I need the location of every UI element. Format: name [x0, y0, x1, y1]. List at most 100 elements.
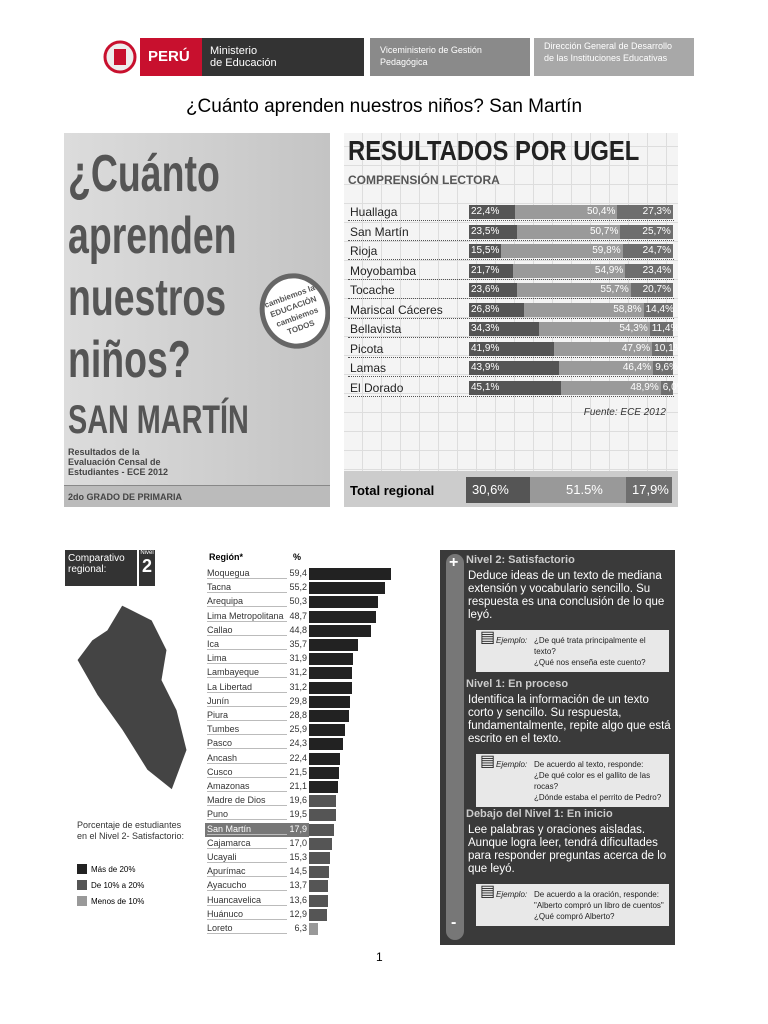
level-badge: Nivel 2: [139, 550, 155, 586]
regional-heading: Comparativo regional:: [65, 550, 137, 586]
ugel-bar-low: 26,8%: [469, 302, 524, 317]
region-bar: [309, 752, 340, 765]
region-name: Ica: [207, 639, 287, 650]
region-bar: [309, 766, 339, 779]
legend-title: Porcentaje de estudiantes en el Nivel 2-…: [77, 820, 185, 841]
ugel-bar-mid: 54,3%: [538, 322, 650, 336]
region-name: Huánuco: [207, 909, 287, 920]
document-icon: ▤: [480, 753, 496, 770]
regional-comparison: Comparativo regional: Nivel 2 Porcentaje …: [65, 550, 393, 942]
ugel-bar-low: 21,7%: [469, 263, 514, 278]
region-value: 21,1: [289, 781, 307, 791]
ugel-bar-high: 20,7%: [630, 283, 673, 297]
example-line: ¿De qué color es el gallito de las rocas…: [534, 771, 651, 791]
region-name: Loreto: [207, 923, 287, 934]
region-name: Ucayali: [207, 852, 287, 863]
level-example: ▤ Ejemplo: De acuerdo a la oración, respon…: [476, 884, 669, 926]
region-value: 55,2: [289, 582, 307, 593]
region-row: Huánuco 12,9: [205, 908, 393, 922]
level-description: Lee palabras y oraciones aisladas. Aunqu…: [468, 824, 667, 875]
region-row: Ancash 22,4: [205, 752, 393, 766]
region-row: Piura 28,8: [205, 709, 393, 723]
region-bar: [309, 724, 345, 737]
region-value: 19,6: [289, 795, 307, 806]
level-example: ▤ Ejemplo: De acuerdo al texto, responde: ¿…: [476, 754, 669, 807]
ugel-row: El Dorado 45,1% 48,9% 6,0%: [348, 379, 686, 397]
ugel-name: Moyobamba: [350, 263, 417, 278]
total-low: 30,6%: [466, 477, 530, 503]
achievement-levels: + - Nivel 2: Satisfactorio Deduce ideas …: [440, 550, 675, 945]
region-name: Cajamarca: [207, 838, 287, 849]
ugel-row: Huallaga 22,4% 50,4% 27,3%: [348, 203, 674, 221]
region-name: Lima Metropolitana: [207, 611, 287, 622]
region-row: Pasco 24,3: [205, 737, 393, 751]
cover-line: niños?: [68, 331, 191, 389]
ugel-subtitle: COMPRENSIÓN LECTORA: [348, 173, 500, 187]
ugel-bar-high: 25,7%: [620, 224, 673, 239]
region-bar: [309, 866, 330, 879]
region-bar: [309, 596, 379, 609]
ugel-bar-high: 27,3%: [617, 205, 673, 219]
example-line: ¿Qué compró Alberto?: [534, 912, 615, 921]
region-name: Piura: [207, 710, 287, 721]
region-row: Lambayeque 31,2: [205, 666, 393, 680]
region-value: 31,2: [289, 667, 307, 678]
region-value: 24,3: [289, 738, 307, 749]
legend-label: Más de 20%: [91, 864, 136, 874]
region-row: Ica 35,7: [205, 638, 393, 652]
document-icon: ▤: [480, 883, 496, 900]
col-region: Región*: [209, 552, 244, 562]
ugel-bar-low: 23,5%: [469, 224, 517, 239]
region-bar: [309, 568, 391, 580]
ugel-row: Moyobamba 21,7% 54,9% 23,4%: [348, 262, 674, 280]
ugel-name: Rioja: [350, 244, 378, 258]
ugel-bar-mid: 46,4%: [558, 361, 654, 375]
region-row: Amazonas 21,1: [205, 780, 393, 794]
peru-map: [76, 604, 188, 791]
region-name: Tumbes: [207, 724, 287, 736]
ugel-title: RESULTADOS POR UGEL: [348, 135, 640, 166]
ugel-row: Rioja 15,5% 59,8% 24,7%: [348, 242, 674, 260]
region-name: Moquegua: [207, 568, 287, 579]
ugel-row: Tocache 23,6% 55,7% 20,7%: [348, 281, 674, 299]
total-label: Total regional: [350, 483, 435, 498]
cover-line: ¿Cuánto: [68, 145, 220, 203]
example-line: ¿Qué nos enseña este cuento?: [534, 658, 646, 667]
region-value: 22,4: [289, 752, 307, 763]
ugel-bar-low: 45,1%: [469, 380, 561, 395]
example-line: ¿Dónde estaba el perrito de Pedro?: [534, 793, 662, 802]
level-heading: Debajo del Nivel 1: En inicio: [466, 808, 613, 820]
region-row: Cusco 21,5: [205, 766, 393, 780]
region-bar: [309, 667, 353, 680]
page-title: ¿Cuánto aprenden nuestros niños? San Mar…: [185, 96, 583, 117]
region-row: Ayacucho 13,7: [205, 879, 393, 893]
region-value: 15,3: [289, 852, 307, 862]
region-bar: [309, 837, 333, 850]
region-row: Tumbes 25,9: [205, 723, 393, 737]
region-name: Arequipa: [207, 596, 287, 608]
region-row: Moquegua 59,4: [205, 567, 393, 581]
example-line: ¿De qué trata principalmente el texto?: [534, 636, 646, 656]
ugel-bar-high: 14,4%: [643, 302, 674, 317]
region-name: Lima: [207, 653, 287, 665]
ugel-bar-low: 22,4%: [469, 205, 515, 219]
level-heading: Nivel 1: En proceso: [466, 678, 569, 690]
document-icon: ▤: [480, 629, 496, 646]
region-bar: [309, 809, 336, 822]
region-value: 17,9: [289, 823, 307, 834]
level-description: Identifica la información de un texto co…: [468, 694, 671, 745]
ugel-bar-mid: 47,9%: [554, 341, 653, 356]
example-line: De acuerdo al texto, responde:: [534, 760, 644, 769]
ugel-name: El Dorado: [350, 380, 404, 395]
region-row: Ucayali 15,3: [205, 851, 393, 865]
ugel-source: Fuente: ECE 2012: [583, 407, 666, 418]
region-name: Junín: [207, 696, 287, 707]
ugel-bar-mid: 50,7%: [516, 224, 621, 239]
region-name: Callao: [207, 625, 287, 636]
legend-item: Más de 20%: [77, 864, 144, 874]
region-value: 13,7: [289, 880, 307, 891]
ugel-bar-high: 23,4%: [625, 263, 673, 278]
region-bar: [309, 852, 331, 864]
region-row: Huancavelica 13,6: [205, 894, 393, 908]
region-bar: [309, 894, 328, 907]
